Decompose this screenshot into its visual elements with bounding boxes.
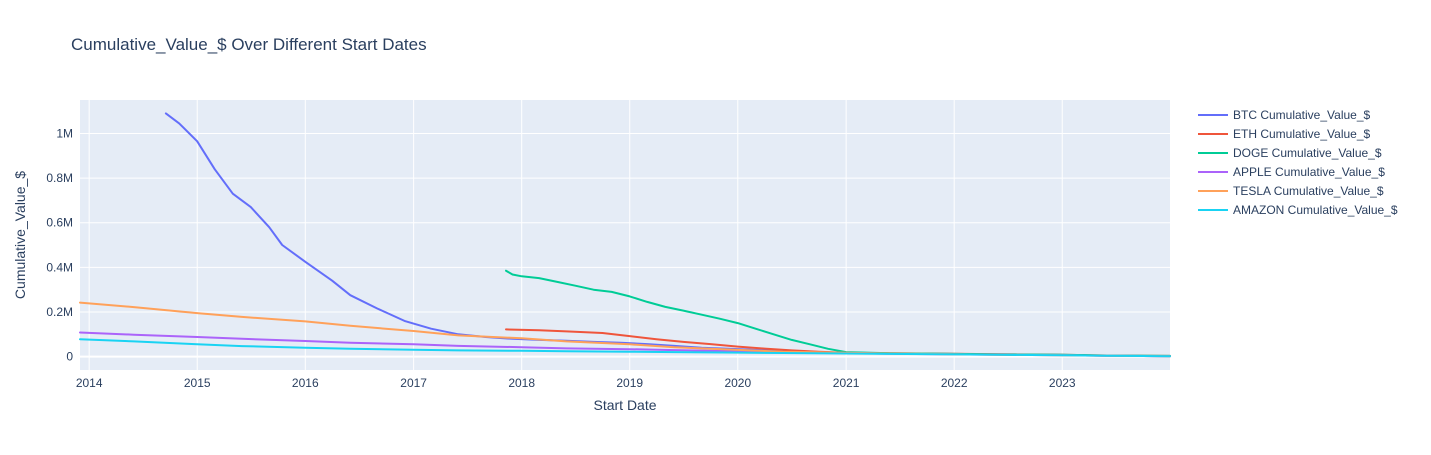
legend[interactable]: BTC Cumulative_Value_$ ETH Cumulative_Val… (1198, 108, 1398, 217)
legend-label: BTC Cumulative_Value_$ (1233, 108, 1371, 122)
legend-item-amazon[interactable]: AMAZON Cumulative_Value_$ (1198, 203, 1398, 217)
x-tick-label: 2018 (508, 376, 535, 390)
x-tick-label: 2023 (1049, 376, 1076, 390)
x-tick-label: 2015 (184, 376, 211, 390)
y-tick-label: 0 (66, 350, 73, 364)
legend-label: AMAZON Cumulative_Value_$ (1233, 203, 1398, 217)
plot-background[interactable] (80, 100, 1170, 370)
legend-item-tesla[interactable]: TESLA Cumulative_Value_$ (1198, 184, 1384, 198)
y-tick-label: 0.6M (46, 216, 73, 230)
x-tick-label: 2021 (833, 376, 860, 390)
legend-label: TESLA Cumulative_Value_$ (1233, 184, 1384, 198)
chart-title: Cumulative_Value_$ Over Different Start … (71, 35, 427, 54)
x-tick-label: 2019 (616, 376, 643, 390)
tick-layer: 0 0.2M 0.4M 0.6M 0.8M 1M 2014 2015 2016 2017 2018 2… (46, 126, 1076, 390)
y-axis-title: Cumulative_Value_$ (12, 171, 28, 299)
legend-label: DOGE Cumulative_Value_$ (1233, 146, 1382, 160)
x-tick-label: 2022 (941, 376, 968, 390)
legend-label: APPLE Cumulative_Value_$ (1233, 165, 1385, 179)
y-tick-label: 0.4M (46, 260, 73, 274)
y-tick-label: 0.8M (46, 171, 73, 185)
legend-item-eth[interactable]: ETH Cumulative_Value_$ (1198, 127, 1371, 141)
x-tick-label: 2016 (292, 376, 319, 390)
x-axis-title: Start Date (593, 397, 656, 413)
legend-item-doge[interactable]: DOGE Cumulative_Value_$ (1198, 146, 1382, 160)
series-layer (79, 112, 1171, 358)
grid-layer (80, 100, 1170, 370)
legend-item-apple[interactable]: APPLE Cumulative_Value_$ (1198, 165, 1385, 179)
legend-label: ETH Cumulative_Value_$ (1233, 127, 1371, 141)
x-tick-label: 2020 (724, 376, 751, 390)
series-line-amazon[interactable] (79, 338, 1171, 358)
x-tick-label: 2014 (76, 376, 103, 390)
y-tick-label: 0.2M (46, 305, 73, 319)
legend-item-btc[interactable]: BTC Cumulative_Value_$ (1198, 108, 1371, 122)
x-tick-label: 2017 (400, 376, 427, 390)
y-tick-label: 1M (56, 126, 73, 140)
